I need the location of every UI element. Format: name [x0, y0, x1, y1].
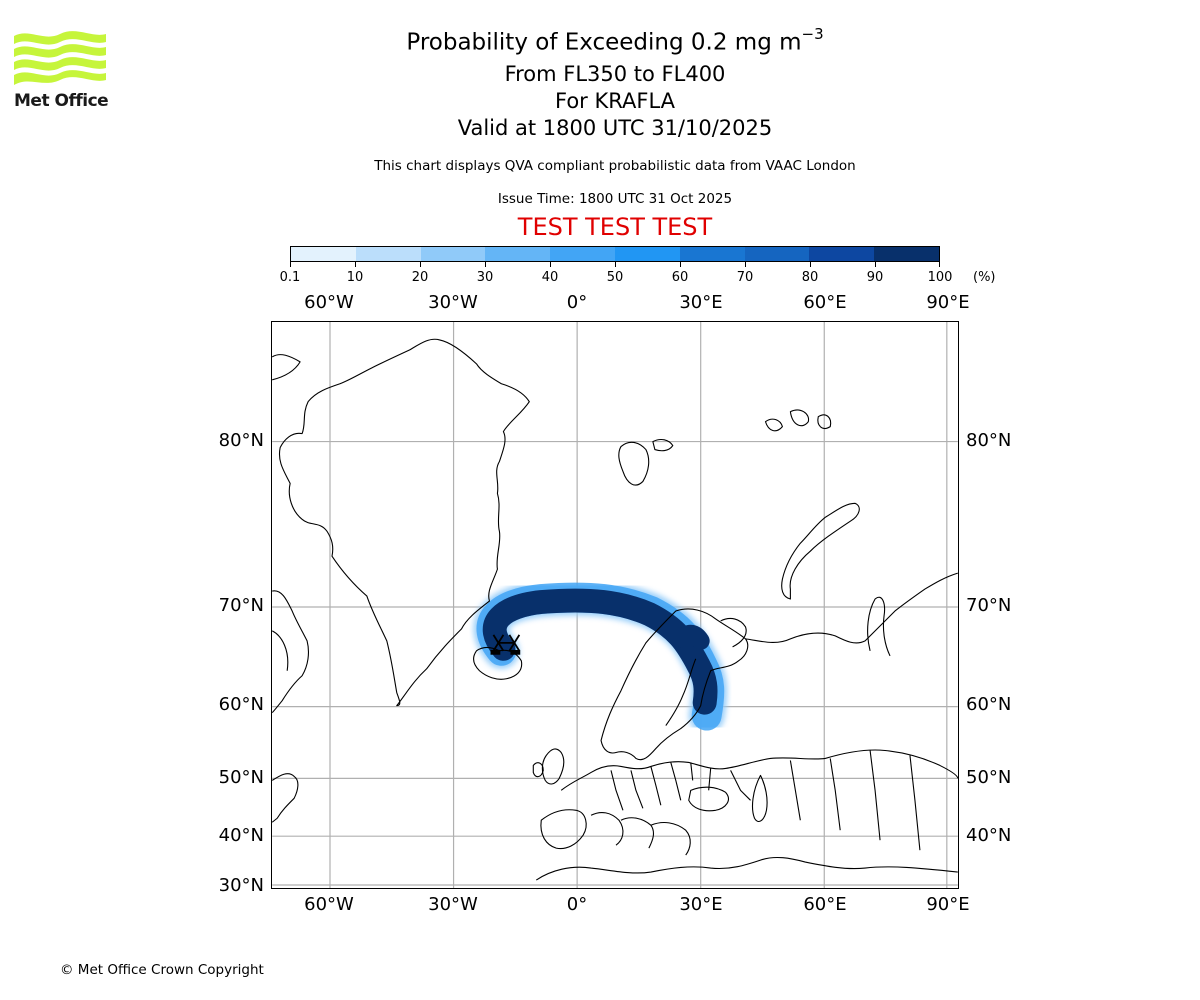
colorbar-label: 20	[411, 270, 429, 285]
colorbar-tick	[550, 262, 551, 267]
colorbar-tick	[810, 262, 811, 267]
coastlines	[272, 338, 958, 881]
colorbar-segment	[679, 247, 745, 261]
colorbar-label: 90	[866, 270, 884, 285]
chart-description: This chart displays QVA compliant probab…	[374, 158, 856, 174]
lon-label-top: 0°	[566, 292, 588, 313]
copyright-notice: © Met Office Crown Copyright	[60, 962, 264, 978]
colorbar-segment	[485, 247, 551, 261]
chart-title: Probability of Exceeding 0.2 mg m−3	[406, 25, 824, 56]
colorbar-tick	[420, 262, 421, 267]
colorbar-tick	[355, 262, 356, 267]
colorbar-segment	[291, 247, 356, 261]
map-panel[interactable]	[271, 321, 959, 889]
colorbar-label: 100	[927, 270, 953, 285]
lon-label-bottom: 60°W	[304, 894, 354, 915]
colorbar-label: 30	[476, 270, 494, 285]
colorbar-label: 0.1	[279, 270, 301, 285]
lat-label-left: 30°N	[218, 875, 264, 896]
lat-label-left: 60°N	[218, 694, 264, 715]
colorbar-segment	[614, 247, 680, 261]
colorbar-tick	[290, 262, 291, 267]
lon-label-bottom: 0°	[566, 894, 588, 915]
colorbar-segment	[744, 247, 810, 261]
lat-label-right: 50°N	[966, 767, 1012, 788]
colorbar-tick	[615, 262, 616, 267]
lat-label-right: 80°N	[966, 430, 1012, 451]
colorbar-tick	[485, 262, 486, 267]
volcano-marker-icon	[490, 634, 521, 655]
colorbar-label: 60	[671, 270, 689, 285]
met-office-logo-waves-icon	[14, 31, 106, 85]
lat-label-left: 40°N	[218, 825, 264, 846]
lon-label-bottom: 30°E	[679, 894, 723, 915]
lat-label-right: 40°N	[966, 825, 1012, 846]
colorbar-label: 10	[346, 270, 364, 285]
flight-level-range: From FL350 to FL400	[504, 62, 726, 86]
colorbar-label: 40	[541, 270, 559, 285]
lon-label-top: 30°W	[428, 292, 478, 313]
colorbar-segment	[355, 247, 421, 261]
colorbar-label: 70	[736, 270, 754, 285]
colorbar-tick	[875, 262, 876, 267]
colorbar-label: 50	[606, 270, 624, 285]
colorbar-tick	[680, 262, 681, 267]
volcano-name: For KRAFLA	[555, 89, 675, 113]
colorbar-unit: (%)	[973, 270, 996, 285]
lon-label-top: 90°E	[926, 292, 970, 313]
test-banner: TEST TEST TEST	[517, 213, 713, 241]
colorbar-tick	[745, 262, 746, 267]
colorbar	[290, 246, 940, 262]
issue-time: Issue Time: 1800 UTC 31 Oct 2025	[497, 191, 733, 207]
colorbar-segment	[550, 247, 615, 261]
lon-label-bottom: 60°E	[803, 894, 847, 915]
colorbar-label: 80	[801, 270, 819, 285]
lon-label-bottom: 30°W	[428, 894, 478, 915]
lat-label-right: 70°N	[966, 595, 1012, 616]
ash-plume	[473, 579, 728, 734]
lat-label-left: 80°N	[218, 430, 264, 451]
colorbar-segment	[874, 247, 939, 261]
lat-label-left: 50°N	[218, 767, 264, 788]
lon-label-top: 60°W	[304, 292, 354, 313]
valid-time: Valid at 1800 UTC 31/10/2025	[457, 116, 773, 140]
lat-label-right: 60°N	[966, 694, 1012, 715]
lat-label-left: 70°N	[218, 595, 264, 616]
lon-label-top: 30°E	[679, 292, 723, 313]
lon-label-bottom: 90°E	[926, 894, 970, 915]
colorbar-segment	[420, 247, 486, 261]
colorbar-segment	[809, 247, 875, 261]
met-office-logo-text: Met Office	[14, 91, 109, 111]
lon-label-top: 60°E	[803, 292, 847, 313]
colorbar-tick	[939, 262, 940, 267]
